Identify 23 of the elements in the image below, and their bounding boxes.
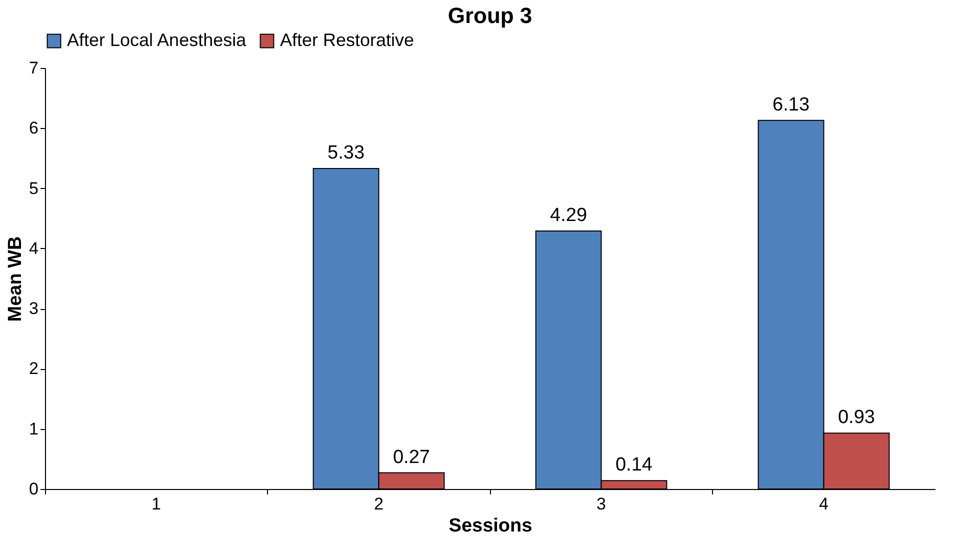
x-tick-label: 4 bbox=[819, 494, 828, 514]
x-tick-label: 2 bbox=[374, 494, 384, 514]
y-tick-label: 1 bbox=[29, 419, 38, 438]
data-label: 4.29 bbox=[550, 204, 588, 226]
y-tick-label: 6 bbox=[29, 118, 38, 138]
y-axis-title: Mean WB bbox=[5, 236, 26, 322]
y-tick-label: 0 bbox=[29, 480, 38, 498]
legend-label: After Restorative bbox=[280, 30, 414, 50]
x-tick-label: 1 bbox=[152, 494, 161, 514]
y-tick-label: 2 bbox=[29, 359, 38, 378]
y-tick-label: 3 bbox=[29, 299, 38, 318]
chart-title: Group 3 bbox=[448, 3, 532, 28]
data-label: 0.14 bbox=[615, 454, 653, 476]
legend-label: After Local Anesthesia bbox=[67, 30, 248, 50]
data-label: 5.33 bbox=[328, 142, 365, 164]
data-label: 0.27 bbox=[392, 446, 430, 468]
y-tick-label: 7 bbox=[29, 58, 38, 78]
data-label: 0.93 bbox=[838, 407, 875, 428]
y-tick-label: 4 bbox=[29, 238, 38, 258]
x-axis-title: Sessions bbox=[448, 516, 532, 536]
x-tick-label: 3 bbox=[596, 494, 606, 514]
data-label: 6.13 bbox=[772, 94, 810, 116]
y-tick-label: 5 bbox=[29, 178, 38, 198]
